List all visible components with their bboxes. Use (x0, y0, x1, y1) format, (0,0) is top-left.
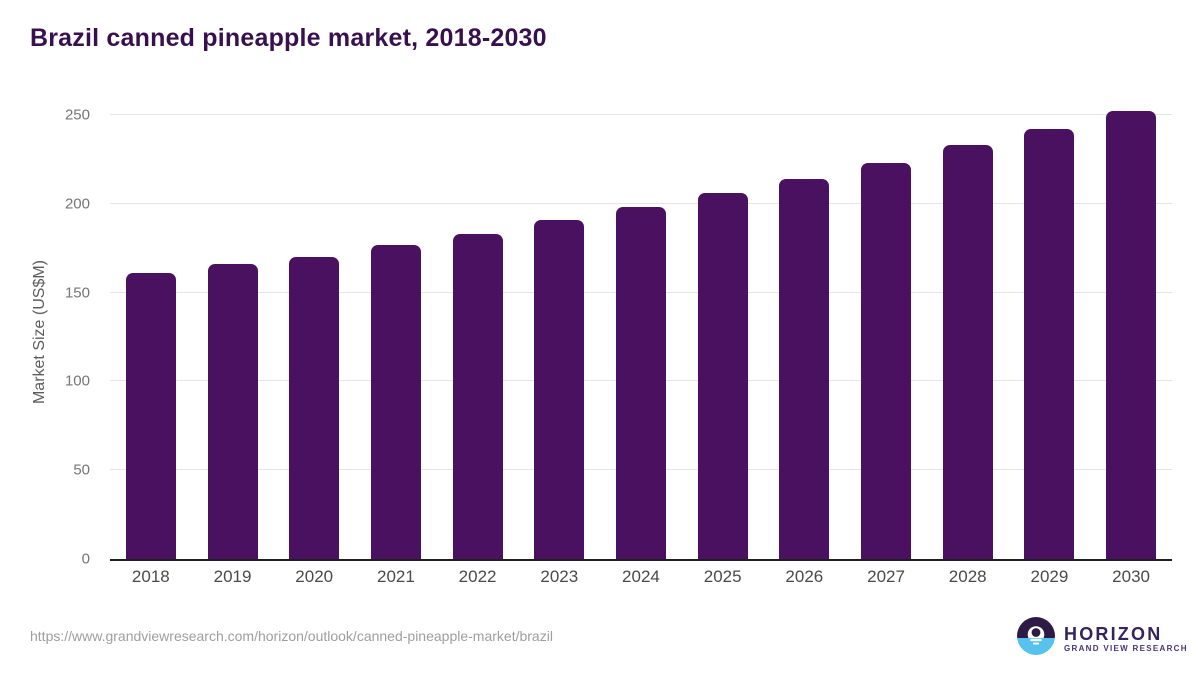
x-tick-label-2022: 2022 (458, 567, 497, 586)
chart-title: Brazil canned pineapple market, 2018-203… (30, 24, 547, 52)
bar-2029 (1024, 129, 1075, 559)
y-tick-label-0: 0 (81, 550, 90, 568)
bar-cell-2024 (600, 115, 682, 559)
x-tick-label-2029: 2029 (1030, 567, 1069, 586)
bar-cell-2027 (845, 115, 927, 559)
bar-2020 (289, 257, 340, 559)
bar-cell-2018 (110, 115, 192, 559)
bar-2027 (861, 162, 912, 559)
y-tick-label-50: 50 (73, 461, 90, 479)
source-url: https://www.grandviewresearch.com/horizo… (30, 628, 553, 644)
x-tick-label-2025: 2025 (703, 567, 742, 586)
bar-cell-2026 (764, 115, 846, 559)
bar-cell-2021 (355, 115, 437, 559)
x-tick-label-2028: 2028 (948, 567, 987, 586)
bar-cell-2023 (518, 115, 600, 559)
y-tick-label-100: 100 (64, 372, 90, 390)
bar-2018 (125, 273, 176, 559)
x-tick-label-2030: 2030 (1112, 567, 1150, 586)
bar-cell-2030 (1090, 111, 1172, 559)
logo-subtitle: GRAND VIEW RESEARCH (1064, 643, 1188, 653)
bar-2021 (370, 244, 421, 559)
x-tick-label-2026: 2026 (785, 567, 824, 586)
x-axis-tick-labels: 2018 2019 2020 2021 2022 2023 2024 2025 2026 2027… (110, 567, 1172, 587)
bar-2022 (452, 234, 503, 559)
bar-2023 (534, 219, 585, 559)
x-tick-label-2018: 2018 (131, 567, 170, 586)
bar-2025 (697, 193, 748, 559)
bar-cell-2025 (682, 115, 764, 559)
x-tick-label-2021: 2021 (376, 567, 415, 586)
x-tick-label-2024: 2024 (622, 567, 660, 586)
bar-2024 (615, 207, 666, 559)
bar-cell-2020 (273, 115, 355, 559)
bar-cell-2022 (437, 115, 519, 559)
plot-area (110, 111, 1172, 561)
horizon-logo: HORIZON GRAND VIEW RESEARCH (1017, 617, 1188, 660)
x-tick-label-2027: 2027 (867, 567, 905, 586)
bar-series (110, 111, 1172, 559)
x-tick-label-2023: 2023 (540, 567, 579, 586)
y-axis-tick-labels: 0 50 100 150 200 250 (55, 107, 100, 568)
logo-wordmark: HORIZON (1064, 623, 1163, 644)
y-tick-label-250: 250 (64, 106, 90, 124)
bar-cell-2028 (927, 115, 1009, 559)
bar-cell-2029 (1009, 115, 1091, 559)
x-tick-label-2020: 2020 (295, 567, 334, 586)
bar-2030 (1106, 111, 1157, 559)
bar-2026 (779, 178, 830, 559)
bar-cell-2019 (192, 115, 274, 559)
bar-2028 (942, 145, 993, 559)
y-axis-title: Market Size (US$M) (31, 259, 48, 405)
x-tick-label-2019: 2019 (213, 567, 252, 586)
horizon-logo-icon (1017, 617, 1055, 660)
logo-text: HORIZON GRAND VIEW RESEARCH (1064, 624, 1188, 654)
gridline-200 (110, 202, 1172, 204)
y-tick-label-200: 200 (64, 195, 90, 213)
y-tick-label-150: 150 (64, 284, 90, 302)
gridline-250 (110, 114, 1172, 115)
bar-2019 (207, 264, 258, 559)
